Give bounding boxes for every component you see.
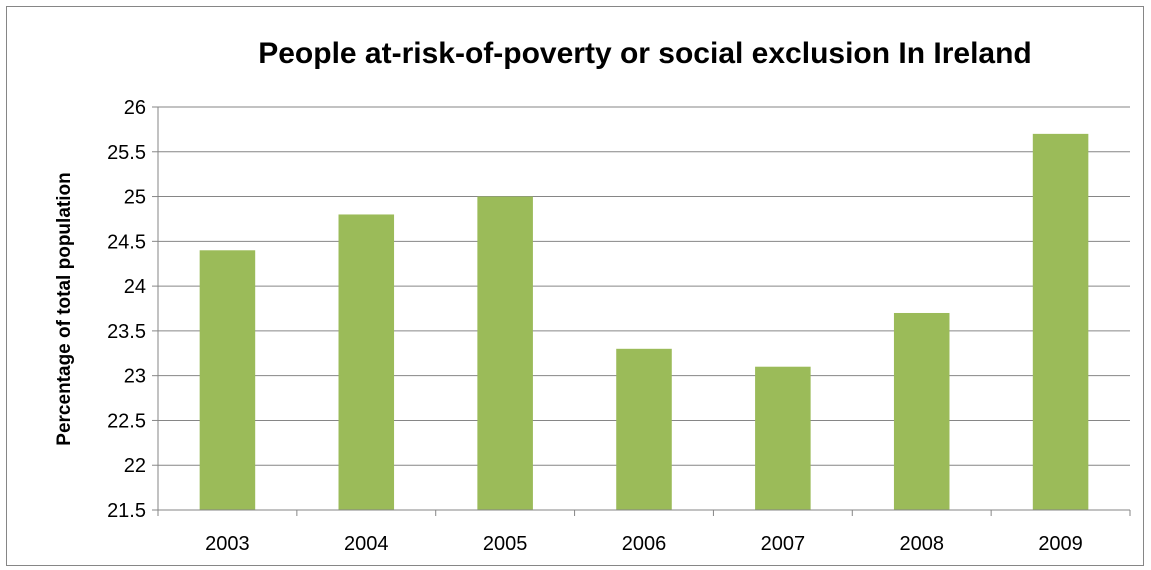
bar-2003: [199, 250, 256, 511]
y-tick-label: 23.5: [107, 321, 146, 343]
y-tick-label: 26: [124, 97, 146, 119]
y-tick-label: 24: [124, 276, 146, 298]
y-tick-labels: 21.5 22 22.5 23 23.5 24 24.5 25 25.5 26: [107, 97, 146, 522]
x-tick-label: 2006: [622, 533, 667, 555]
chart-title: People at-risk-of-poverty or social excl…: [258, 37, 1032, 70]
y-tick-label: 25.5: [107, 142, 146, 164]
x-tick-label: 2004: [344, 533, 389, 555]
bar-2008: [893, 312, 950, 510]
x-tick-label: 2008: [899, 533, 944, 555]
bar-2007: [755, 366, 811, 510]
y-axis-label: Percentage of total population: [54, 172, 75, 445]
axes: [152, 106, 1131, 516]
y-tick-label: 22.5: [107, 410, 146, 432]
y-tick-label: 22: [124, 455, 146, 477]
y-tick-label: 21.5: [107, 500, 146, 522]
x-tick-label: 2005: [483, 533, 528, 555]
bar-2005: [477, 196, 533, 511]
x-tick-labels: 2003 2004 2005 2006 2007 2008 2009: [205, 533, 1083, 555]
y-tick-label: 25: [124, 187, 146, 209]
bar-2004: [338, 214, 395, 510]
gridlines: [158, 106, 1130, 466]
y-tick-label: 23: [124, 366, 146, 388]
y-tick-label: 24.5: [107, 231, 146, 253]
bars: [199, 133, 1089, 511]
bar-2006: [616, 348, 672, 510]
x-tick-label: 2007: [761, 533, 806, 555]
x-tick-label: 2009: [1038, 533, 1083, 555]
bar-2009: [1032, 133, 1089, 510]
x-tick-label: 2003: [205, 533, 250, 555]
